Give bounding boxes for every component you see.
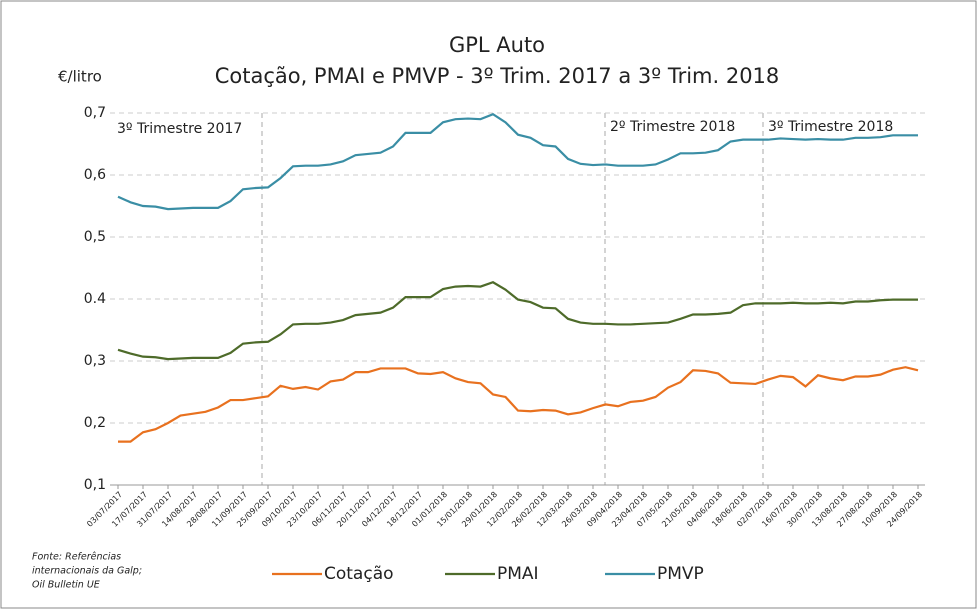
annotation: 3º Trimestre 2018 (768, 119, 893, 135)
y-tick-label: 0,3 (84, 353, 106, 369)
y-tick-label: 0,7 (84, 105, 106, 121)
series-line (117, 113, 918, 211)
source: Fonte: Referências (32, 552, 121, 563)
legend-label: Cotação (324, 564, 394, 584)
y-tick-label: 0,6 (84, 167, 106, 183)
y-tick-label: 0,5 (84, 229, 106, 245)
y-tick-label: 0,2 (84, 415, 106, 431)
series-line (118, 366, 919, 443)
source: Oil Bulletin UE (32, 580, 100, 591)
legend-label: PMVP (657, 564, 704, 584)
legend-label: PMAI (497, 564, 539, 584)
y-tick-label: 0.4 (84, 291, 106, 307)
y-tick-label: 0,1 (84, 477, 106, 493)
series-line (117, 281, 918, 361)
chart-title: GPL Auto (449, 33, 545, 57)
source: internacionais da Galp; (32, 566, 142, 577)
y-axis-label: €/litro (58, 68, 102, 86)
chart-subtitle: Cotação, PMAI e PMVP - 3º Trim. 2017 a 3… (215, 64, 780, 88)
annotation: 2º Trimestre 2018 (610, 119, 735, 135)
annotation: 3º Trimestre 2017 (117, 121, 242, 137)
